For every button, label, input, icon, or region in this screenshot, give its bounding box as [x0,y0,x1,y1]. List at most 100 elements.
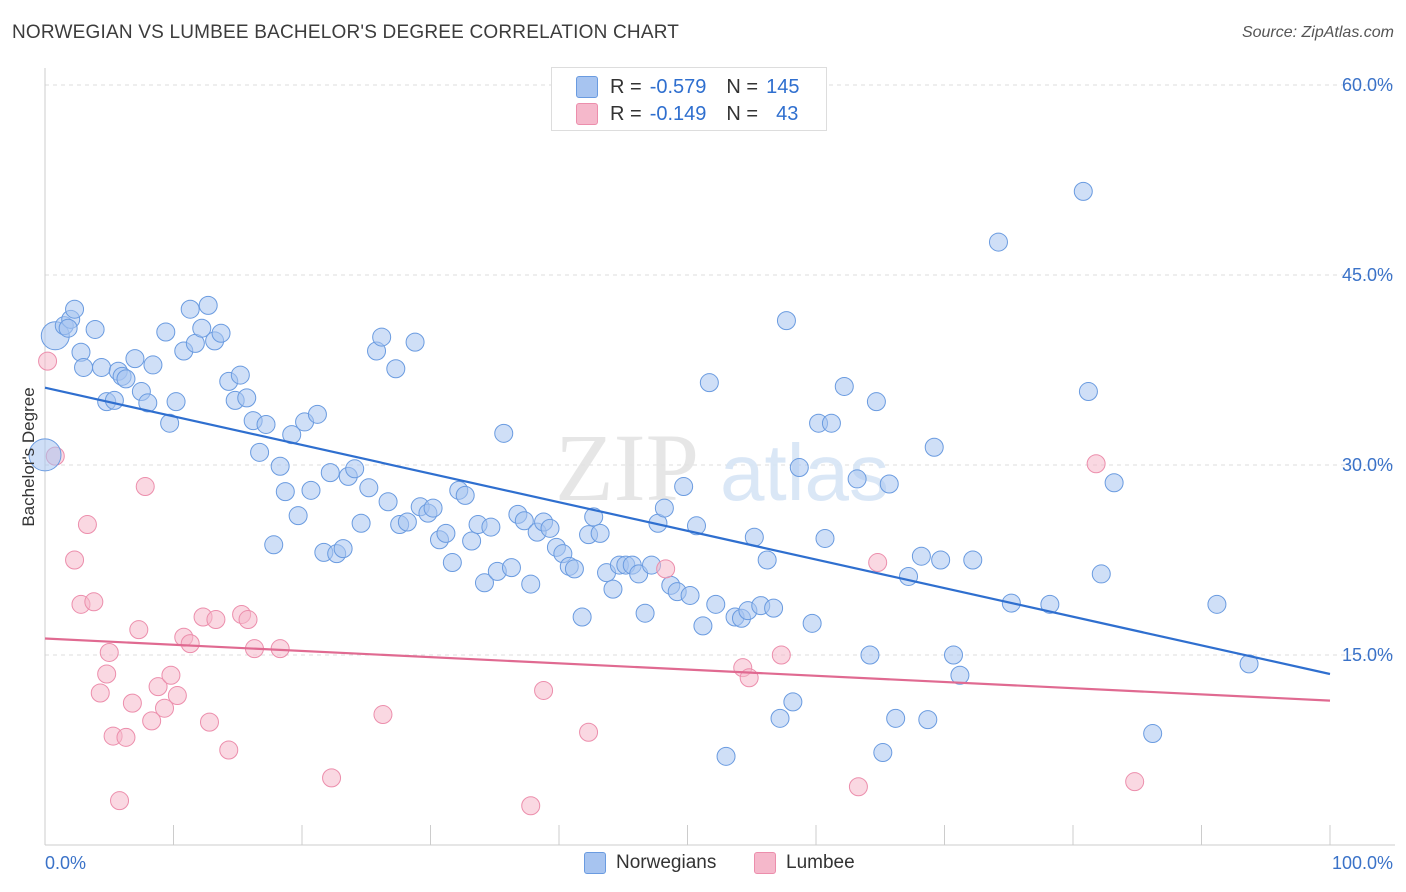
data-point [635,603,655,623]
data-point [873,743,893,763]
data-point [757,550,777,570]
data-point [847,469,867,489]
chart-title: NORWEGIAN VS LUMBEE BACHELOR'S DEGREE CO… [12,22,680,43]
data-point [97,664,117,684]
bottom-legend-norwegians: Norwegians [584,852,716,874]
data-point [789,458,809,478]
data-point [135,477,155,497]
data-point [238,610,258,630]
data-point [693,616,713,636]
bottom-swatch-lumbee [754,852,776,874]
legend-r-label: R = [610,75,642,98]
data-point [1104,473,1124,493]
data-point [848,777,868,797]
trend-line-norwegians [44,386,1331,676]
data-point [579,722,599,742]
data-point [397,512,417,532]
data-point [122,693,142,713]
data-point [28,438,62,472]
data-point [256,414,276,434]
x-tick-label: 100.0% [1332,853,1393,873]
data-point [1078,382,1098,402]
data-point [110,791,130,811]
data-point [125,349,145,369]
series-norwegians [40,181,1259,766]
data-point [963,550,983,570]
data-point [373,705,393,725]
data-point [494,423,514,443]
data-point [899,566,919,586]
data-point [142,711,162,731]
y-tick-label: 30.0% [1342,455,1393,475]
legend-r-label: R = [610,102,642,125]
data-point [1125,772,1145,792]
data-point [138,393,158,413]
data-point [603,579,623,599]
legend-row-norwegians: R = -0.579 N = 145 [576,74,819,100]
data-point [198,295,218,315]
data-point [943,645,963,665]
data-point [180,634,200,654]
data-point [436,523,456,543]
data-point [423,498,443,518]
data-point [92,357,112,377]
data-point [288,506,308,526]
legend-swatch-norwegians [576,76,598,98]
data-point [1143,724,1163,744]
data-point [211,323,231,343]
data-point [521,796,541,816]
data-point [931,550,951,570]
data-point [38,351,58,371]
data-point [783,692,803,712]
data-point [77,515,97,535]
data-point [58,318,78,338]
y-tick-labels: 15.0% 30.0% 45.0% 60.0% [1342,75,1393,665]
trend-layer [44,386,1331,702]
stats-legend: R = -0.579 N = 145 R = -0.149 N = 43 [551,67,827,131]
data-point [206,610,226,630]
data-point [386,359,406,379]
legend-n-value: 43 [776,102,799,125]
data-point [950,665,970,685]
data-point [442,553,462,573]
data-point [129,620,149,640]
trend-line-lumbee [44,637,1331,702]
data-point [802,613,822,633]
data-point [590,523,610,543]
legend-n-label: N = [726,75,759,98]
data-point [237,388,257,408]
data-point [455,485,475,505]
watermark: ZIP atlas [555,414,889,521]
data-point [85,319,105,339]
data-point [230,365,250,385]
data-point [270,456,290,476]
data-point [501,558,521,578]
data-point [104,390,124,410]
y-tick-label: 15.0% [1342,645,1393,665]
data-point [764,598,784,618]
data-point [74,357,94,377]
y-tick-label: 45.0% [1342,265,1393,285]
data-point [866,392,886,412]
data-point [219,740,239,760]
x-tick-labels: 0.0% 100.0% [45,853,1393,873]
data-point [680,585,700,605]
data-point [180,299,200,319]
data-point [860,645,880,665]
bottom-swatch-norwegians [584,852,606,874]
data-point [572,607,592,627]
data-point [821,413,841,433]
data-point [879,474,899,494]
data-point [116,727,136,747]
legend-n-value: 145 [766,75,800,98]
data-point [250,442,270,462]
data-point [911,546,931,566]
data-point [686,516,706,536]
bottom-legend-label: Norwegians [616,852,717,873]
data-point [584,507,604,527]
data-point [155,698,175,718]
data-point [192,318,212,338]
series-layer [28,181,1259,816]
data-point [534,680,554,700]
